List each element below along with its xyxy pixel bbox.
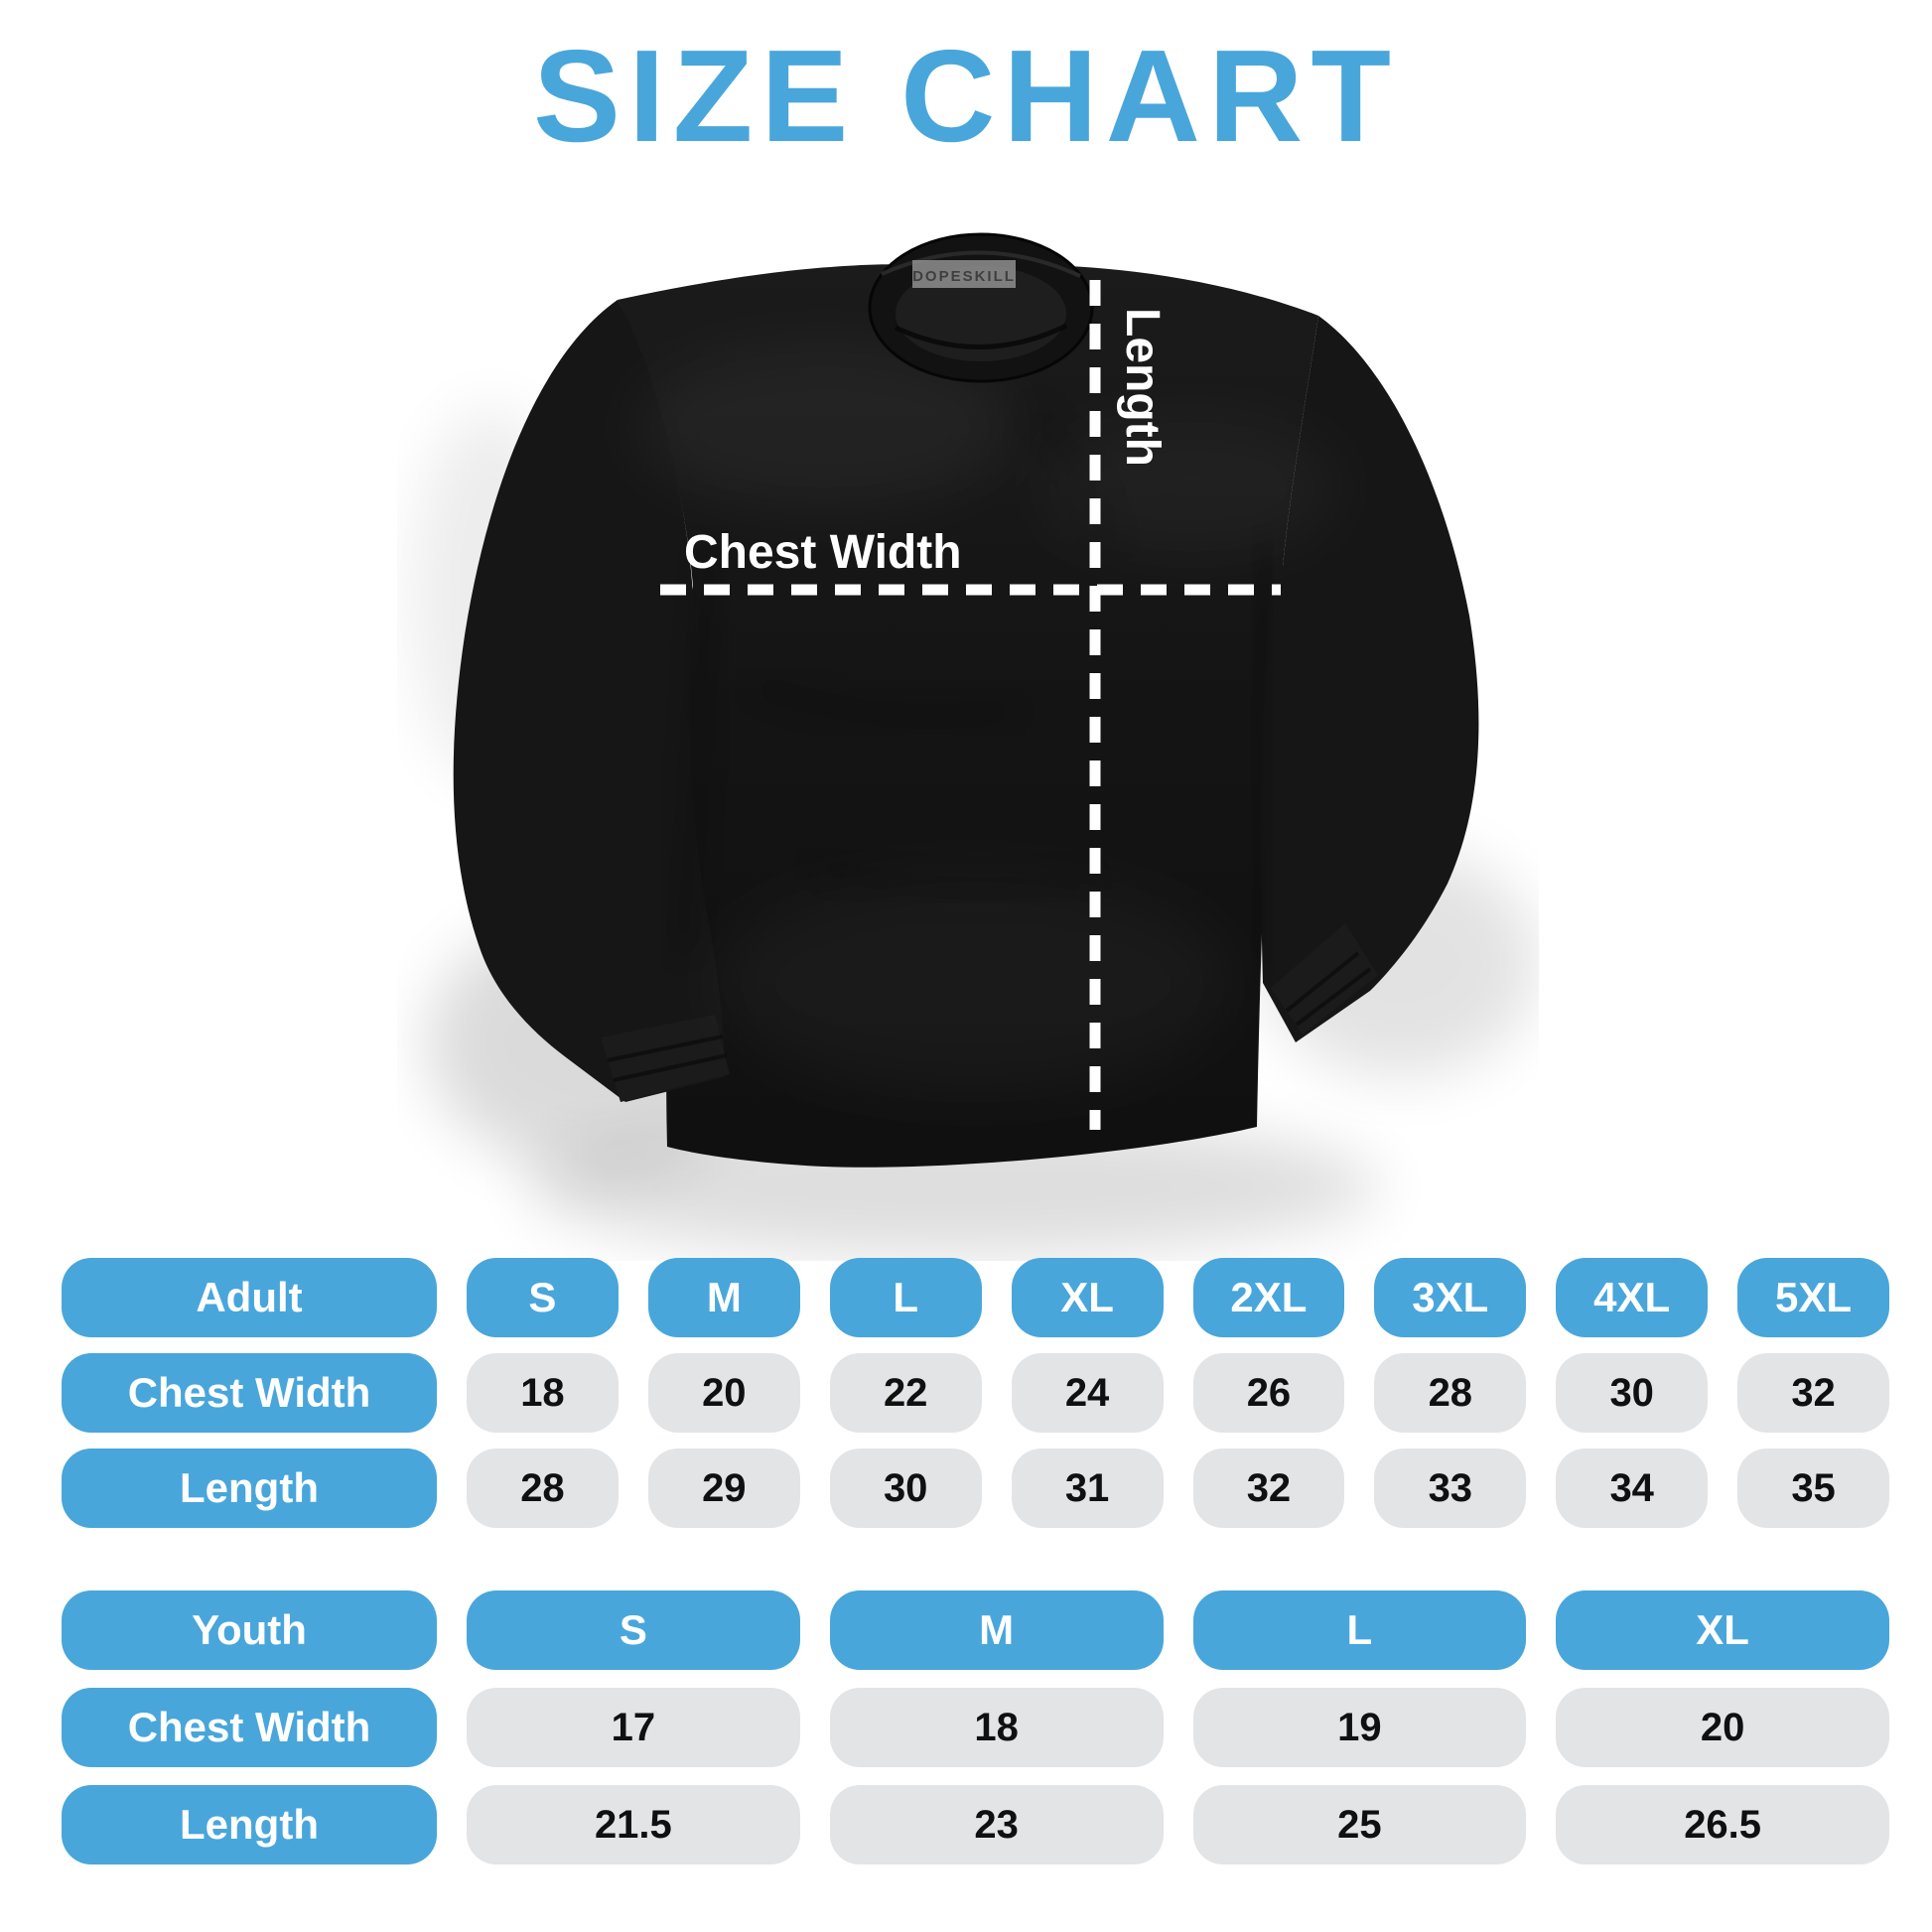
adult-length-value: 31 (1011, 1449, 1164, 1528)
adult-chest-value: 30 (1556, 1353, 1709, 1433)
adult-length-value: 29 (647, 1449, 800, 1528)
adult-chest-row-label: Chest Width (62, 1353, 437, 1433)
page-title: SIZE CHART (533, 23, 1399, 169)
length-label: Length (1116, 308, 1169, 467)
adult-table-corner: Adult (62, 1258, 437, 1337)
adult-length-value: 33 (1374, 1449, 1527, 1528)
shirt-left-sleeve (453, 300, 725, 1102)
left-cuff (601, 1015, 730, 1102)
adult-size-header: 4XL (1556, 1258, 1709, 1337)
youth-size-header: XL (1556, 1590, 1889, 1670)
youth-table-corner: Youth (62, 1590, 437, 1670)
adult-chest-value: 24 (1011, 1353, 1164, 1433)
adult-length-value: 32 (1192, 1449, 1345, 1528)
adult-chest-value: 22 (829, 1353, 982, 1433)
adult-chest-value: 28 (1374, 1353, 1527, 1433)
shirt-graphic: DOPESKILL Chest Width Length (412, 232, 1539, 1256)
adult-size-header: XL (1011, 1258, 1164, 1337)
adult-length-value: 35 (1737, 1449, 1889, 1528)
adult-size-table: Adult S M L XL 2XL 3XL 4XL 5XL Chest Wid… (62, 1258, 1889, 1528)
adult-size-header: M (647, 1258, 800, 1337)
youth-size-header: S (467, 1590, 800, 1670)
youth-chest-value: 20 (1556, 1688, 1889, 1767)
youth-chest-value: 18 (829, 1688, 1164, 1767)
fabric-shading (635, 347, 1271, 964)
youth-length-row-label: Length (62, 1785, 437, 1864)
brand-tag: DOPESKILL (912, 260, 1016, 288)
right-cuff (1271, 923, 1378, 1035)
adult-size-header: 2XL (1192, 1258, 1345, 1337)
shirt-measurement-diagram: DOPESKILL Chest Width Length (397, 169, 1539, 1261)
adult-length-row-label: Length (62, 1449, 437, 1528)
youth-length-value: 23 (829, 1785, 1164, 1864)
youth-size-header: L (1192, 1590, 1527, 1670)
chest-width-label: Chest Width (684, 526, 962, 579)
adult-chest-value: 20 (647, 1353, 800, 1433)
youth-length-value: 21.5 (467, 1785, 800, 1864)
adult-chest-value: 32 (1737, 1353, 1889, 1433)
adult-chest-value: 18 (467, 1353, 619, 1433)
adult-size-header: 3XL (1374, 1258, 1527, 1337)
youth-size-header: M (829, 1590, 1164, 1670)
adult-chest-value: 26 (1192, 1353, 1345, 1433)
youth-length-value: 25 (1192, 1785, 1527, 1864)
youth-chest-value: 17 (467, 1688, 800, 1767)
youth-size-table: Youth S M L XL Chest Width 17 18 19 20 L… (62, 1590, 1889, 1864)
adult-size-header: 5XL (1737, 1258, 1889, 1337)
brand-tag-text: DOPESKILL (912, 268, 1016, 285)
adult-size-header: S (467, 1258, 619, 1337)
youth-chest-row-label: Chest Width (62, 1688, 437, 1767)
youth-length-value: 26.5 (1556, 1785, 1889, 1864)
youth-chest-value: 19 (1192, 1688, 1527, 1767)
shirt-right-sleeve (1260, 316, 1479, 1042)
adult-length-value: 30 (829, 1449, 982, 1528)
adult-length-value: 34 (1556, 1449, 1709, 1528)
adult-size-header: L (829, 1258, 982, 1337)
collar (868, 232, 1094, 383)
adult-length-value: 28 (467, 1449, 619, 1528)
